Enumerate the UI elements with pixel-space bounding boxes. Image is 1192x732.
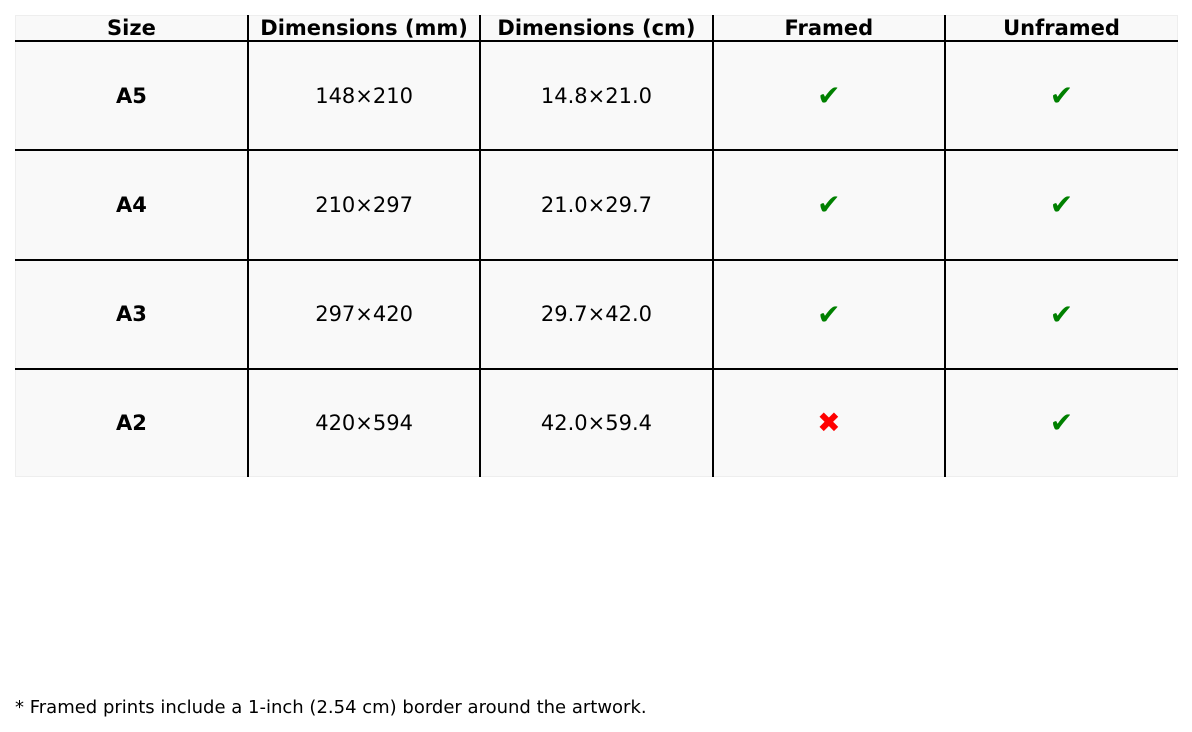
table-row: A4 210×297 21.0×29.7 ✔ ✔: [14, 149, 1179, 261]
unframed-cell: ✔: [944, 258, 1179, 370]
dimensions-cm-cell: 14.8×21.0: [479, 39, 714, 152]
framed-cell: ✖: [711, 367, 947, 477]
size-cell: A3: [14, 258, 249, 370]
header-unframed: Unframed: [944, 15, 1179, 42]
dimensions-cm-cell: 29.7×42.0: [479, 258, 714, 370]
unframed-cell: ✔: [944, 39, 1179, 152]
header-dimensions-cm: Dimensions (cm): [479, 15, 714, 42]
framed-cell: ✔: [711, 149, 947, 261]
dimensions-mm-cell: 148×210: [246, 39, 482, 152]
footnote: * Framed prints include a 1-inch (2.54 c…: [15, 697, 647, 718]
framed-cell: ✔: [711, 39, 947, 152]
dimensions-mm-cell: 420×594: [246, 367, 482, 477]
dimensions-cm-cell: 21.0×29.7: [479, 149, 714, 261]
unframed-cell: ✔: [944, 149, 1179, 261]
check-icon: ✔: [817, 297, 841, 331]
unframed-cell: ✔: [944, 367, 1179, 477]
check-icon: ✔: [1049, 79, 1074, 113]
size-cell: A4: [14, 149, 249, 261]
header-row: Size Dimensions (mm) Dimensions (cm) Fra…: [14, 15, 1179, 42]
check-icon: ✔: [817, 188, 841, 222]
check-icon: ✔: [817, 79, 841, 113]
print-sizes-table: Size Dimensions (mm) Dimensions (cm) Fra…: [14, 15, 1179, 477]
check-icon: ✔: [1049, 188, 1074, 222]
dimensions-cm-cell: 42.0×59.4: [479, 367, 714, 477]
header-dimensions-mm: Dimensions (mm): [246, 15, 482, 42]
check-icon: ✔: [1049, 406, 1074, 440]
dimensions-mm-cell: 297×420: [246, 258, 482, 370]
size-cell: A2: [14, 367, 249, 477]
header-size: Size: [14, 15, 249, 42]
dimensions-mm-cell: 210×297: [246, 149, 482, 261]
table-row: A5 148×210 14.8×21.0 ✔ ✔: [14, 39, 1179, 152]
cross-icon: ✖: [817, 406, 841, 440]
table-row: A3 297×420 29.7×42.0 ✔ ✔: [14, 258, 1179, 370]
table-row: A2 420×594 42.0×59.4 ✖ ✔: [14, 367, 1179, 477]
size-cell: A5: [14, 39, 249, 152]
check-icon: ✔: [1049, 297, 1074, 331]
header-framed: Framed: [711, 15, 947, 42]
framed-cell: ✔: [711, 258, 947, 370]
